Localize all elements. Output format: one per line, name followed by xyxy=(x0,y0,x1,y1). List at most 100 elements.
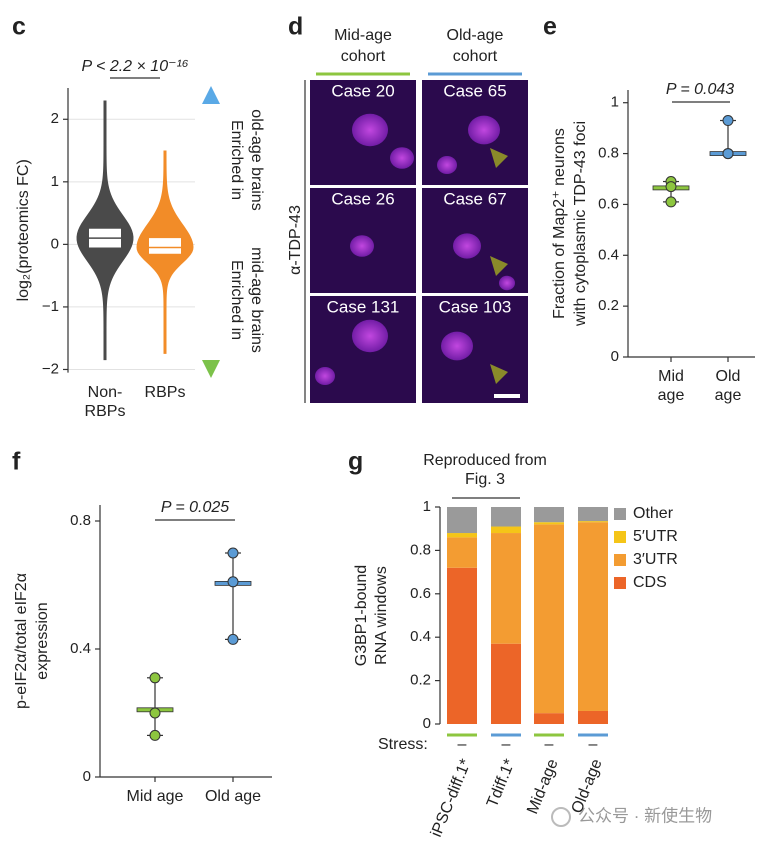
y-tick-label: 2 xyxy=(51,110,59,127)
x-tick-label-box: Old age xyxy=(204,788,262,805)
y-axis-label: Fraction of Map2⁺ neurons xyxy=(551,128,568,319)
y-tick-label: 0 xyxy=(611,348,619,365)
point xyxy=(227,633,239,645)
point xyxy=(149,707,161,719)
x-tick-label-box: Old age xyxy=(714,368,742,405)
bar-segment xyxy=(578,710,608,724)
bar-segment xyxy=(447,537,477,568)
bar-segment xyxy=(447,533,477,538)
y-tick-label: −1 xyxy=(42,298,59,315)
bar-segment xyxy=(491,507,521,527)
y-tick-label: 0.6 xyxy=(598,195,619,212)
column-title: cohort xyxy=(453,48,498,65)
panel-label: g xyxy=(348,448,363,476)
y-tick-label: 0.2 xyxy=(598,297,619,314)
x-tick-label: Mid age xyxy=(126,788,184,805)
y-tick-label: 0.6 xyxy=(410,585,431,602)
legend-swatch xyxy=(614,531,626,543)
y-tick-label: 0 xyxy=(423,715,431,732)
nucleus xyxy=(315,367,335,385)
y-tick-label: 0.4 xyxy=(410,628,431,645)
arrowhead xyxy=(490,364,508,384)
arrowhead xyxy=(490,256,508,276)
bar-segment xyxy=(578,521,608,523)
bar-segment xyxy=(578,522,608,711)
bar-segment xyxy=(534,522,564,525)
case-label: Case 67 xyxy=(443,189,506,208)
bar-segment xyxy=(447,567,477,724)
panel-label: f xyxy=(12,448,21,476)
point xyxy=(665,181,677,193)
nucleus xyxy=(352,319,388,353)
case-label: Case 65 xyxy=(443,81,506,100)
legend-label: 3′UTR xyxy=(633,551,678,568)
bar-segment xyxy=(491,643,521,724)
column-title: cohort xyxy=(341,48,386,65)
point xyxy=(227,576,239,588)
arrow-head-up xyxy=(202,86,220,104)
y-axis-label: expression xyxy=(34,602,51,679)
y-tick-label: 0 xyxy=(83,768,91,785)
column-title: Mid-age xyxy=(334,27,392,44)
watermark-icon xyxy=(551,807,571,827)
x-tick-label-box: Mid age xyxy=(658,368,685,404)
column-title: Old-age xyxy=(447,27,504,44)
x-tick-label: Old age xyxy=(204,788,262,805)
panel-label: c xyxy=(12,13,26,41)
annotation: Reproduced from Fig. 3 xyxy=(423,452,547,489)
nucleus xyxy=(468,115,500,145)
point xyxy=(149,672,161,684)
legend-label: 5′UTR xyxy=(633,528,678,545)
bar-segment xyxy=(534,524,564,714)
arrowhead xyxy=(490,148,508,168)
case-label: Case 20 xyxy=(331,81,394,100)
nucleus xyxy=(352,113,388,147)
x-tick-label: RBPs xyxy=(144,383,186,401)
point xyxy=(722,148,734,160)
bar-segment xyxy=(447,507,477,534)
panel-label: d xyxy=(288,13,303,41)
y-tick-label: 0.8 xyxy=(70,512,91,529)
y-tick-label: 0.8 xyxy=(410,541,431,558)
annotation: P < 2.2 × 10⁻¹⁶ xyxy=(82,58,189,75)
case-label: Case 26 xyxy=(331,189,394,208)
nucleus xyxy=(441,331,473,361)
box xyxy=(149,238,181,254)
y-axis-label: with cytoplasmic TDP-43 foci xyxy=(572,121,589,327)
stress-value: – xyxy=(589,736,598,753)
y-tick-label: 0 xyxy=(51,235,59,252)
y-axis-label: log₂(proteomics FC) xyxy=(15,159,32,301)
y-axis-label: RNA windows xyxy=(373,566,390,665)
x-tick-label: Non-RBPs xyxy=(84,383,126,420)
y-tick-label: 0.4 xyxy=(598,246,619,263)
watermark: 公众号 · 新使生物 xyxy=(578,805,712,825)
x-tick-label: Old age xyxy=(714,368,742,405)
bar-segment xyxy=(534,507,564,523)
y-tick-label: 0.4 xyxy=(70,640,91,657)
point xyxy=(665,196,677,208)
case-label: Case 131 xyxy=(327,297,400,316)
point xyxy=(227,547,239,559)
y-axis-label: p-eIF2α/total eIF2α xyxy=(13,573,30,709)
stress-value: – xyxy=(458,736,467,753)
nucleus xyxy=(499,275,515,291)
bar-segment xyxy=(578,507,608,522)
arrow-label: Enriched in xyxy=(228,120,245,200)
nucleus xyxy=(350,235,374,257)
annotation: P = 0.025 xyxy=(161,499,229,516)
stress-value: – xyxy=(502,736,511,753)
y-axis-label: G3BP1-bound xyxy=(353,565,370,666)
x-tick-label-box: RBPs xyxy=(144,383,186,401)
arrow-label: Enriched in xyxy=(228,260,245,340)
nucleus xyxy=(390,147,414,169)
arrow-label: old-age brains xyxy=(248,109,265,210)
y-tick-label: 0.2 xyxy=(410,672,431,689)
arrow-label: mid-age brains xyxy=(248,247,265,353)
y-tick-label: 1 xyxy=(51,173,59,190)
nucleus xyxy=(453,233,481,259)
y-tick-label: 0.8 xyxy=(598,145,619,162)
row-label: α-TDP-43 xyxy=(287,205,304,275)
legend-swatch xyxy=(614,554,626,566)
annotation-box: Reproduced from Fig. 3 xyxy=(423,452,547,489)
